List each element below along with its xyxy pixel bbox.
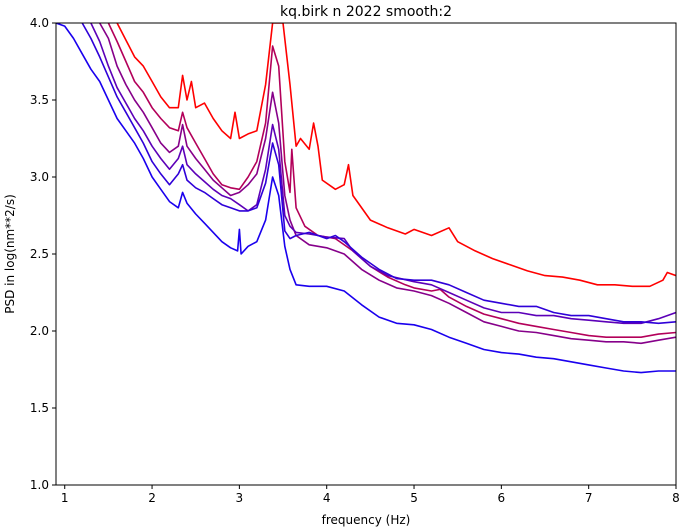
series-line-3 [98, 23, 676, 345]
x-tick-label: 1 [61, 491, 69, 505]
series-line-5 [81, 23, 676, 325]
y-tick-label: 2.0 [30, 324, 49, 338]
x-tick-label: 5 [410, 491, 418, 505]
series-line-6 [56, 23, 676, 374]
y-tick-label: 4.0 [30, 16, 49, 30]
x-tick-label: 7 [585, 491, 593, 505]
series-layer [56, 23, 676, 374]
x-axis-label: frequency (Hz) [322, 513, 411, 527]
chart-title: kq.birk n 2022 smooth:2 [280, 4, 452, 20]
x-tick-label: 4 [323, 491, 331, 505]
x-tick-label: 2 [148, 491, 156, 505]
x-axis-ticks: 1 2 3 4 5 6 7 8 [61, 485, 680, 505]
series-line-1 [116, 23, 676, 288]
y-tick-label: 2.5 [30, 247, 49, 261]
x-tick-label: 3 [236, 491, 244, 505]
series-line-4 [90, 23, 676, 325]
y-axis-label: PSD in log(nm**2/s) [3, 194, 17, 314]
y-tick-label: 3.0 [30, 170, 49, 184]
x-tick-label: 6 [498, 491, 506, 505]
y-tick-label: 3.5 [30, 93, 49, 107]
y-tick-label: 1.5 [30, 401, 49, 415]
plot-frame [55, 22, 677, 486]
x-tick-label: 8 [672, 491, 680, 505]
series-line-2 [107, 23, 676, 339]
y-axis-ticks: 1.0 1.5 2.0 2.5 3.0 3.5 4.0 [30, 16, 56, 492]
y-tick-label: 1.0 [30, 478, 49, 492]
